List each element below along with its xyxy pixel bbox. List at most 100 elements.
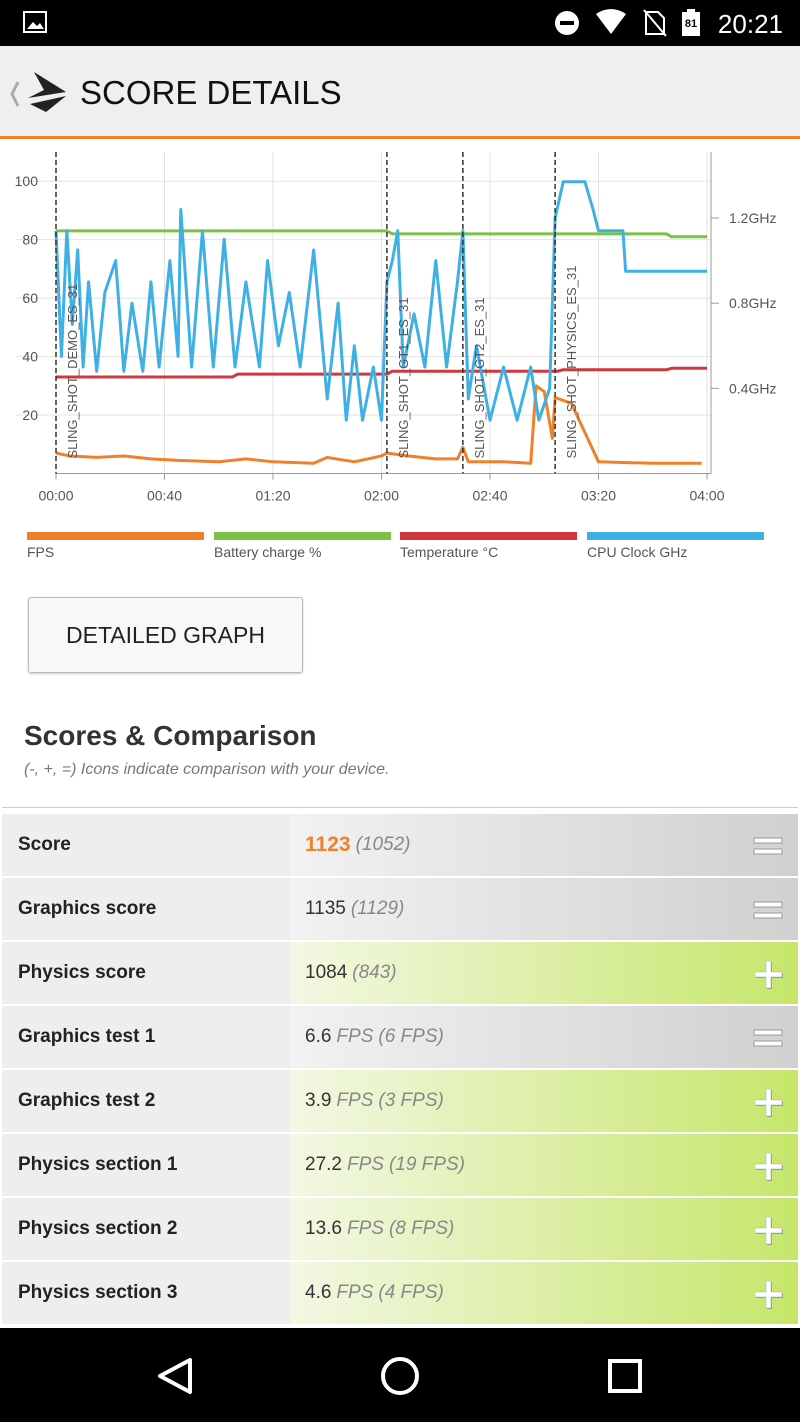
x-tick-label: 02:00 [364,488,399,504]
recents-button[interactable] [608,1359,642,1393]
y-tick-label: 20 [22,407,38,423]
row-reference: (19 FPS) [388,1154,465,1175]
nav-icons [158,1357,642,1395]
row-value-cell: 3.9 FPS (3 FPS) [290,1070,798,1132]
legend-label: CPU Clock GHz [587,544,687,560]
score-row: Physics section 2 13.6 FPS (8 FPS) [2,1198,798,1260]
comparison-icon [753,901,783,919]
row-value-cell: 6.6 FPS (6 FPS) [290,1006,798,1068]
row-label: Physics section 2 [2,1198,290,1260]
row-label: Physics section 3 [2,1262,290,1324]
logo-wing [28,72,66,98]
equal-bar [753,1040,783,1047]
row-reference: (3 FPS) [378,1090,444,1111]
row-unit: FPS [346,1218,384,1239]
x-tick-label: 03:20 [581,488,616,504]
x-tick-label: 02:40 [472,488,507,504]
comparison-icon [754,1152,783,1181]
legend-label: Temperature °C [400,544,498,560]
series-line [56,366,707,379]
image-icon-shape [27,22,44,29]
row-value-cell: 4.6 FPS (4 FPS) [290,1262,798,1324]
y-tick-label: 60 [22,290,38,306]
status-icons: 81 20:21 [23,9,783,39]
legend-swatch [587,532,764,540]
app-header: SCORE DETAILS [0,46,800,139]
back-button[interactable] [158,1358,192,1394]
section-subtitle: (-, +, =) Icons indicate comparison with… [24,761,390,778]
score-row: Graphics score 1135 (1129) [2,878,798,940]
comparison-icon [753,837,783,855]
row-reference: (843) [352,962,397,983]
wifi-icon [596,9,626,34]
row-value: 4.6 [305,1282,332,1303]
score-row: Physics section 1 27.2 FPS (19 FPS) [2,1134,798,1196]
legend-label: Battery charge % [214,544,321,560]
chart: 00:00 00:40 01:20 02:00 02:40 03:20 04:00 20 40 6… [15,152,776,560]
equal-bar [753,1029,783,1036]
image-icon [23,11,47,33]
series-line [56,229,707,239]
marker-label: SLING_SHOT_GT2_ES_31 [472,297,487,458]
logo-tail [30,96,66,112]
detailed-graph-button[interactable]: DETAILED GRAPH [28,597,303,673]
plus-icon [754,1280,783,1309]
row-reference: (8 FPS) [388,1218,455,1239]
row-value: 13.6 [305,1218,342,1239]
section-title: Scores & Comparison [24,720,317,751]
plus-icon [754,1088,783,1117]
back-logo[interactable] [0,46,80,136]
score-row: Graphics test 1 6.6 FPS (6 FPS) [2,1006,798,1068]
legend-label: FPS [27,544,54,560]
row-value-cell: 1135 (1129) [290,878,798,940]
row-label: Physics score [2,942,290,1004]
y-tick-label: 80 [22,232,38,248]
row-value: 1135 [305,898,346,919]
x-tick-label: 00:40 [147,488,182,504]
comparison-icon [754,1088,783,1117]
divider [2,807,798,808]
row-value-cell: 1123 (1052) [290,814,798,876]
row-label: Physics section 1 [2,1134,290,1196]
row-unit: FPS [336,1026,374,1047]
plus-icon [754,1216,783,1245]
row-value-cell: 27.2 FPS (19 FPS) [290,1134,798,1196]
equal-bar [753,901,783,908]
row-value: 1123 [305,833,351,856]
legend-swatch [400,532,577,540]
equal-bar [753,912,783,919]
row-unit: FPS [336,1090,374,1111]
page-title: SCORE DETAILS [80,74,342,111]
comparison-icon [753,1029,783,1047]
clock: 20:21 [718,9,783,39]
legend-swatch [27,532,204,540]
score-row: Graphics test 2 3.9 FPS (3 FPS) [2,1070,798,1132]
equal-bar [753,837,783,844]
row-reference: (1129) [350,898,405,919]
battery-cap [687,9,695,12]
x-tick-label: 01:20 [255,488,290,504]
dnd-bar [560,21,574,25]
row-reference: (6 FPS) [378,1026,444,1047]
row-label: Graphics test 1 [2,1006,290,1068]
x-tick-label: 04:00 [689,488,724,504]
comparison-icon [754,960,783,989]
score-row: Physics score 1084 (843) [2,942,798,1004]
home-button[interactable] [381,1357,419,1395]
nav-bar [0,1328,800,1422]
row-unit: FPS [336,1282,374,1303]
comparison-icon [754,1216,783,1245]
row-value-cell: 13.6 FPS (8 FPS) [290,1198,798,1260]
sim-slash [643,9,667,37]
row-reference: (4 FPS) [378,1282,444,1303]
y-tick-label: 40 [22,349,38,365]
row-value-cell: 1084 (843) [290,942,798,1004]
row-reference: (1052) [355,834,411,855]
back-chevron [10,81,20,107]
battery-icon [682,12,700,36]
row-label: Score [2,814,290,876]
comparison-icon [754,1280,783,1309]
x-tick-label: 00:00 [38,488,73,504]
series-line [55,384,702,465]
